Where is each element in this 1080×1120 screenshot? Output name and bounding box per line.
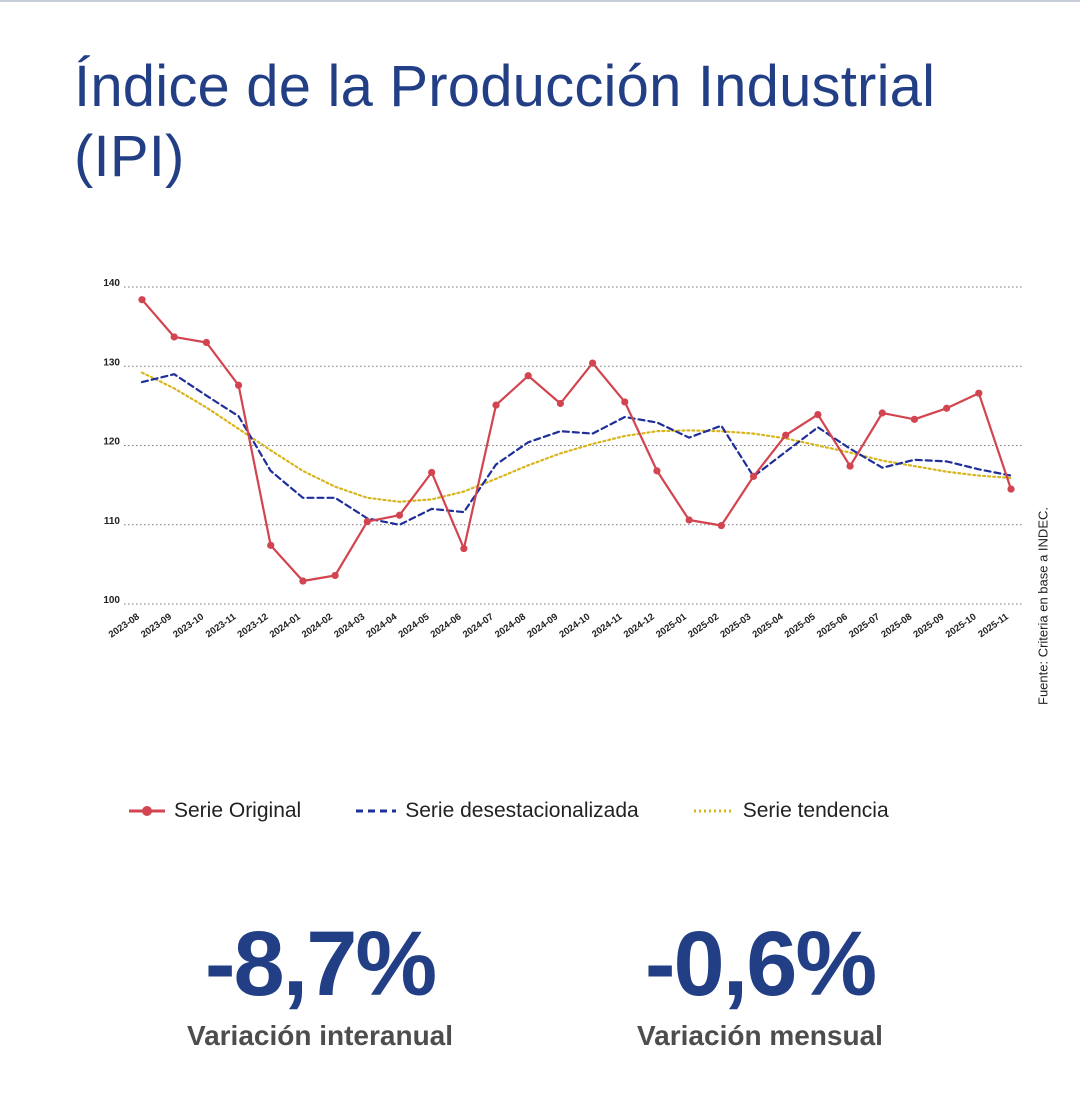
x-tick-label: 2023-11 <box>204 611 239 640</box>
series-line-tendencia <box>140 371 1013 503</box>
kpi-interanual: -8,7% Variación interanual <box>150 918 490 1052</box>
series-point-original <box>234 381 243 389</box>
x-tick-label: 2024-12 <box>622 611 657 640</box>
ipi-line-chart: 1001101201301402023-082023-092023-102023… <box>103 278 1024 640</box>
series-point-original <box>782 431 790 439</box>
x-tick-label: 2025-09 <box>911 611 946 640</box>
x-tick-label: 2024-02 <box>300 611 335 640</box>
x-tick-label: 2023-10 <box>171 611 206 640</box>
series-line-original <box>140 298 1013 583</box>
series-point-original <box>653 467 661 475</box>
legend-item-tendencia: Serie tendencia <box>693 799 889 823</box>
series-point-original <box>588 359 597 367</box>
series-point-original <box>138 296 146 304</box>
x-tick-label: 2025-07 <box>847 611 882 640</box>
series-point-original <box>910 415 919 423</box>
y-tick-label: 120 <box>103 437 120 448</box>
kpi-interanual-value: -8,7% <box>204 913 437 1015</box>
legend-swatch-desestacionalizada <box>356 809 397 813</box>
y-tick-label: 100 <box>103 595 120 606</box>
legend-item-desestacionalizada: Serie desestacionalizada <box>355 799 639 823</box>
series-point-original <box>1007 485 1015 493</box>
series-point-original <box>428 468 436 477</box>
series-point-original <box>878 409 886 417</box>
x-tick-label: 2024-01 <box>268 611 303 640</box>
series-line-desestacionalizada <box>140 373 1013 526</box>
kpi-interanual-label: Variación interanual <box>186 1020 454 1051</box>
y-tick-label: 130 <box>103 357 120 368</box>
legend-label-desestacionalizada: Serie desestacionalizada <box>405 799 639 822</box>
x-tick-label: 2023-09 <box>139 611 174 640</box>
x-tick-label: 2025-06 <box>815 611 850 640</box>
series-point-original <box>524 372 532 380</box>
series-point-original <box>621 398 629 406</box>
y-tick-label: 110 <box>104 516 121 527</box>
chart-legend: Serie Original Serie desestacionalizada … <box>128 796 1028 826</box>
series-point-original <box>846 462 854 470</box>
source-note: Fuente: Criteria en base a INDEC. <box>1035 507 1051 705</box>
x-tick-label: 2025-11 <box>976 611 1011 640</box>
x-tick-label: 2025-04 <box>751 611 786 640</box>
series-point-original <box>460 544 468 553</box>
legend-label-original: Serie Original <box>174 799 302 822</box>
kpi-mensual-value: -0,6% <box>644 913 877 1015</box>
series-point-original <box>685 516 693 524</box>
kpi-mensual-label: Variación mensual <box>637 1020 883 1051</box>
x-tick-label: 2023-08 <box>107 611 142 640</box>
x-tick-label: 2024-06 <box>429 611 464 640</box>
x-tick-label: 2024-08 <box>493 611 528 640</box>
x-tick-label: 2024-04 <box>364 611 399 640</box>
series-point-original <box>492 401 500 409</box>
series-point-original <box>202 338 210 347</box>
x-tick-label: 2025-05 <box>783 611 818 640</box>
x-tick-label: 2025-03 <box>718 611 753 640</box>
x-tick-label: 2024-09 <box>525 611 560 640</box>
series-point-original <box>331 571 339 580</box>
x-tick-label: 2024-07 <box>461 611 496 640</box>
x-tick-label: 2024-05 <box>397 611 432 640</box>
x-tick-label: 2025-01 <box>654 611 689 640</box>
series-point-original <box>975 389 983 397</box>
x-tick-label: 2025-02 <box>686 611 721 640</box>
x-tick-label: 2023-12 <box>236 611 271 640</box>
x-tick-label: 2024-03 <box>332 611 367 640</box>
y-tick-label: 140 <box>103 278 120 289</box>
series-point-original <box>363 517 371 526</box>
series-point-original <box>556 399 565 408</box>
legend-item-original: Serie Original <box>128 799 301 823</box>
page-title: Índice de la Producción Industrial (IPI) <box>74 54 936 189</box>
x-tick-label: 2024-10 <box>557 611 592 640</box>
series-point-original <box>299 577 307 585</box>
legend-swatch-tendencia <box>693 809 734 813</box>
series-point-original <box>395 511 404 519</box>
x-tick-label: 2025-08 <box>879 611 914 640</box>
series-point-original <box>717 521 725 530</box>
legend-swatch-original <box>129 806 165 816</box>
series-point-original <box>267 541 275 549</box>
legend-label-tendencia: Serie tendencia <box>742 799 889 822</box>
series-point-original <box>943 404 951 412</box>
x-tick-label: 2024-11 <box>590 611 625 640</box>
series-point-original <box>749 472 758 481</box>
top-rule <box>0 0 1080 2</box>
series-point-original <box>170 333 178 341</box>
x-tick-label: 2025-10 <box>944 611 979 640</box>
series-point-original <box>814 410 822 419</box>
kpi-mensual: -0,6% Variación mensual <box>590 918 930 1052</box>
